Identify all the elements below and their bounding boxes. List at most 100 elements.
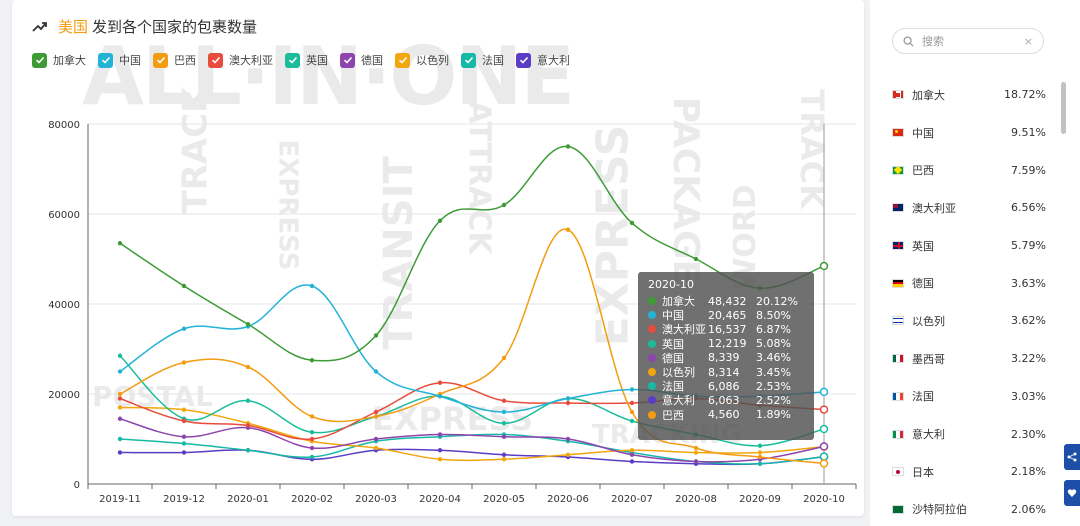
check-icon [343,56,352,64]
country-row[interactable]: 沙特阿拉伯 2.06% [870,491,1080,526]
data-point [501,434,507,439]
tooltip-dot [648,368,656,377]
clear-icon[interactable]: × [1023,34,1033,48]
data-point [309,358,315,363]
chart-legend: 加拿大 中国 巴西 澳大利亚 英国 德国 以色列 法国 意大利 [32,52,582,68]
tooltip-pct: 1.89% [756,408,791,422]
legend-checkbox[interactable] [516,52,531,68]
data-point [693,450,699,455]
x-tick-label: 2020-04 [419,494,461,505]
legend-checkbox[interactable] [208,52,223,68]
legend-checkbox[interactable] [461,52,476,68]
legend-item[interactable]: 加拿大 [32,52,86,68]
country-percent: 6.56% [1011,201,1046,215]
country-name: 巴西 [912,164,934,178]
country-row[interactable]: 澳大利亚 6.56% [870,189,1080,227]
chart-panel: ALL·IN·ONE TRACK EXPRESS TRANSIT ATTRACK… [12,0,864,516]
country-name: 墨西哥 [912,352,945,366]
search-input[interactable] [922,34,1022,48]
data-point [373,409,379,415]
country-name: 以色列 [912,314,945,328]
sidebar-scrollbar[interactable] [1061,82,1066,134]
tooltip-dot [648,396,656,405]
sa-flag-icon [892,504,904,514]
legend-checkbox[interactable] [285,52,300,68]
it-flag-icon [892,429,904,439]
tooltip-pct: 3.46% [756,351,791,365]
legend-label: 澳大利亚 [229,54,273,67]
data-point [373,369,379,374]
data-point [501,421,507,426]
fr-flag-icon [892,391,904,401]
country-row[interactable]: 英国 5.79% [870,227,1080,265]
data-point [819,387,829,397]
legend-checkbox[interactable] [153,52,168,68]
data-point [245,423,251,428]
legend-checkbox[interactable] [340,52,355,68]
data-point [245,364,251,370]
search-box[interactable]: × [892,28,1044,54]
country-row[interactable]: 墨西哥 3.22% [870,340,1080,378]
heart-icon [1067,489,1077,497]
share-button[interactable] [1064,444,1080,470]
country-row[interactable]: 法国 3.03% [870,378,1080,416]
data-point [565,436,571,442]
legend-item[interactable]: 中国 [98,52,141,68]
legend-checkbox[interactable] [32,52,47,68]
mx-flag-icon [892,354,904,364]
tooltip-row: 巴西 4,560 1.89% [648,408,804,422]
data-point [373,333,379,338]
y-tick-label: 40000 [48,300,80,311]
country-row[interactable]: 以色列 3.62% [870,302,1080,340]
data-point [501,452,507,457]
legend-label: 加拿大 [53,54,86,67]
data-point [181,434,187,439]
data-point [117,405,123,410]
tooltip-value: 20,465 [708,308,747,322]
country-percent: 3.03% [1011,389,1046,403]
data-point [373,445,379,451]
series-line [119,418,825,463]
check-icon [398,56,407,64]
check-icon [519,56,528,64]
data-point [693,445,699,451]
x-tick-label: 2020-10 [803,494,845,505]
country-name: 沙特阿拉伯 [912,503,967,517]
data-point [117,416,123,421]
legend-item[interactable]: 德国 [340,52,383,68]
data-point [757,443,763,448]
country-sidebar: × 加拿大 18.72% 中国 9.51% 巴西 7.59% 澳大利亚 6.56% 英国 5.79… [870,0,1080,526]
data-point [117,353,123,358]
country-row[interactable]: 德国 3.63% [870,264,1080,302]
legend-item[interactable]: 意大利 [516,52,570,68]
tooltip-pct: 8.50% [756,308,791,322]
country-row[interactable]: 巴西 7.59% [870,151,1080,189]
legend-label: 巴西 [174,54,196,67]
data-point [629,459,635,464]
tooltip-value: 6,086 [708,379,740,393]
country-row[interactable]: 日本 2.18% [870,453,1080,491]
country-row[interactable]: 意大利 2.30% [870,415,1080,453]
legend-item[interactable]: 以色列 [395,52,449,68]
country-row[interactable]: 中国 9.51% [870,114,1080,152]
data-point [565,396,571,401]
data-point [437,380,443,385]
tooltip-row: 意大利 6,063 2.52% [648,393,804,407]
favorite-button[interactable] [1064,480,1080,506]
legend-item[interactable]: 巴西 [153,52,196,68]
cn-flag-icon [892,128,904,138]
x-tick-label: 2019-11 [99,494,141,505]
data-point [181,326,187,331]
legend-item[interactable]: 法国 [461,52,504,68]
data-point [437,218,443,223]
legend-checkbox[interactable] [98,52,113,68]
check-icon [464,56,473,64]
legend-item[interactable]: 澳大利亚 [208,52,273,68]
legend-checkbox[interactable] [395,52,410,68]
y-tick-label: 0 [74,480,80,491]
legend-item[interactable]: 英国 [285,52,328,68]
country-name: 日本 [912,465,934,479]
x-tick-label: 2020-05 [483,494,525,505]
country-row[interactable]: 加拿大 18.72% [870,76,1080,114]
tooltip-name: 以色列 [662,366,695,380]
